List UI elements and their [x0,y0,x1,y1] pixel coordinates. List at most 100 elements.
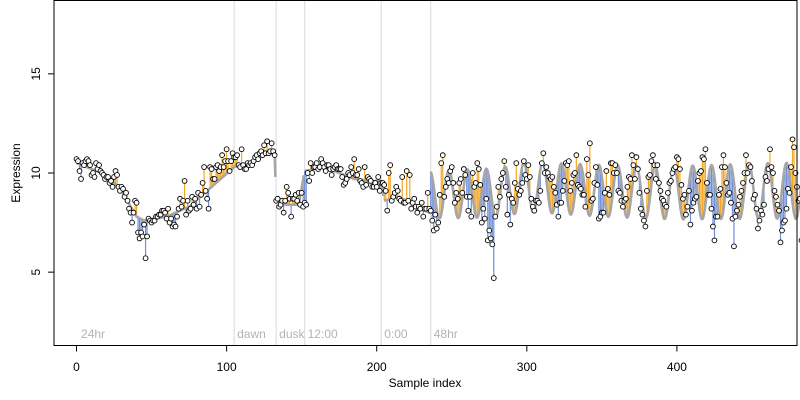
data-point [744,170,751,176]
data-point [480,205,487,212]
x-tick-label: 0 [73,360,80,374]
data-point [528,195,535,202]
data-point [130,209,137,216]
data-point [208,166,215,172]
data-point [451,199,458,206]
data-point [328,172,335,178]
data-point [468,213,475,220]
data-point [406,172,413,178]
data-point [411,195,418,202]
data-point [105,174,111,180]
data-point [450,180,457,186]
data-point [435,219,442,226]
data-point [776,207,782,214]
data-point [123,189,129,196]
data-point [199,180,206,186]
data-point [486,227,493,234]
data-point [399,174,406,180]
x-tick-label: 400 [667,360,687,374]
data-point [454,195,461,202]
data-point [573,152,580,159]
data-point [420,213,427,220]
data-point [738,187,745,194]
data-point [462,172,469,178]
data-point [196,203,203,210]
data-points [73,136,800,281]
region-label: 0:00 [384,327,408,341]
data-point [777,239,784,246]
data-point [552,189,559,196]
data-point [531,207,538,214]
data-point [585,172,592,178]
data-point [647,172,653,178]
data-point [630,162,637,168]
data-point [108,178,114,184]
data-point [495,184,502,190]
data-point [313,160,320,166]
data-point [774,201,781,208]
data-point [510,199,517,206]
data-point [572,170,578,176]
data-point [288,213,295,220]
data-point [96,162,102,168]
data-point [354,172,361,178]
data-point [568,180,575,186]
data-point [519,180,526,186]
data-point [394,187,401,194]
data-point [504,211,511,218]
data-point [205,205,212,212]
data-point [555,213,562,220]
data-point [770,170,776,176]
x-axis: 0 100 200 300 400 [73,345,687,374]
data-point [654,162,661,168]
data-point [632,176,638,182]
data-point [187,205,194,212]
data-point [424,189,431,196]
data-point [226,168,233,174]
data-point [436,191,443,198]
data-point [581,191,587,198]
data-point [433,225,440,232]
data-point [387,162,394,168]
data-point [728,199,734,206]
data-point [708,205,715,212]
data-point [734,207,740,214]
data-point [339,174,346,180]
data-point [465,207,472,214]
data-point [681,191,688,198]
data-point [737,193,743,200]
data-point [307,160,314,166]
data-point [181,178,188,184]
data-point [477,182,484,188]
data-point [403,168,410,174]
data-point [382,187,389,194]
data-point [501,158,508,164]
data-point [600,209,607,216]
data-point [174,213,180,220]
data-point [162,209,168,216]
data-point [693,193,700,200]
data-point [797,195,800,202]
data-point [633,154,640,160]
data-point [620,203,626,210]
data-point [460,166,467,172]
data-point [172,223,179,230]
data-point [448,164,455,170]
data-point [384,207,391,214]
data-point [644,187,650,194]
data-point [710,223,716,230]
data-point [306,178,313,184]
data-point [513,160,520,166]
data-point [672,164,679,170]
data-point [678,182,685,188]
data-point [720,152,727,159]
data-point [549,174,556,180]
data-point [587,140,593,147]
data-point [322,168,329,174]
data-point [614,170,620,176]
data-point [255,156,261,162]
region-label: 12:00 [308,327,338,341]
data-point [735,201,742,208]
data-point [789,136,796,143]
